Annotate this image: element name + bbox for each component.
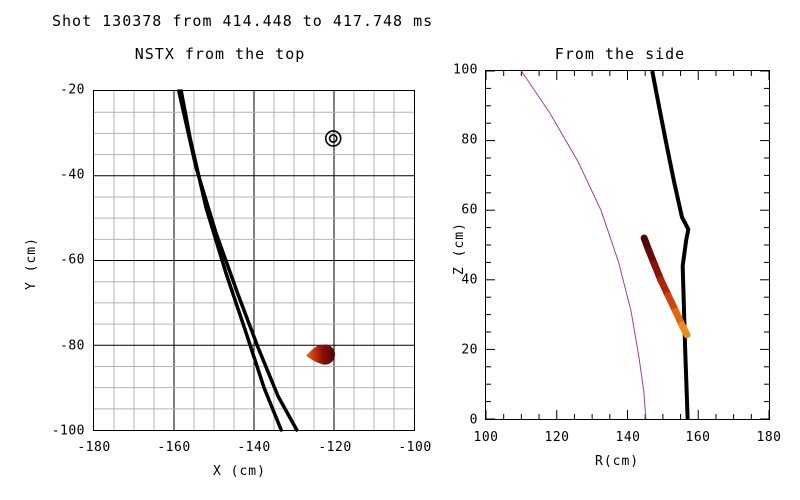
side-view-xtick-3: 160 xyxy=(685,430,711,445)
top-view-ytick-0: -20 xyxy=(60,82,85,98)
side-view-xlabel: R(cm) xyxy=(595,454,640,469)
side-view-data-layer xyxy=(520,70,691,420)
top-view-plot-area xyxy=(93,89,415,432)
side-view-ylabel: Z (cm) xyxy=(452,222,467,275)
side-view-ytick-0: 0 xyxy=(469,412,478,428)
top-view-ytick-3: -80 xyxy=(60,338,85,354)
side-view-xtick-2: 140 xyxy=(615,430,641,445)
top-view-data-layer xyxy=(177,89,342,432)
side-view-plot-area xyxy=(485,70,770,420)
top-view-ytick-1: -40 xyxy=(60,167,85,183)
top-view-xtick-1: -160 xyxy=(157,440,191,455)
top-view-xtick-0: -180 xyxy=(77,440,111,455)
side-view-title: From the side xyxy=(554,45,686,63)
top-view-gridlines xyxy=(94,91,414,430)
side-view-ytick-80: 80 xyxy=(461,132,478,148)
top-view-ylabel: Y (cm) xyxy=(24,237,39,290)
top-view-xtick-3: -120 xyxy=(318,440,352,455)
side-view-xtick-1: 120 xyxy=(544,430,570,445)
panel-top-view: NSTX from the top -20 -40 -60 -80 -100 -… xyxy=(0,40,440,500)
side-view-ytick-40: 40 xyxy=(461,272,478,288)
side-view-ytick-60: 60 xyxy=(461,202,478,218)
side-view-xtick-0: 100 xyxy=(473,430,499,445)
figure-suptitle: Shot 130378 from 414.448 to 417.748 ms xyxy=(52,12,434,30)
side-view-tickmarks xyxy=(485,70,770,420)
panel-side-view: From the side 100 80 60 40 20 0 100 120 … xyxy=(440,40,800,500)
top-view-xlabel: X (cm) xyxy=(213,464,266,479)
top-view-ytick-2: -60 xyxy=(60,252,85,268)
side-view-ytick-100: 100 xyxy=(453,62,478,78)
side-view-xtick-4: 180 xyxy=(756,430,782,445)
top-view-title: NSTX from the top xyxy=(134,45,306,63)
top-view-xtick-2: -140 xyxy=(237,440,271,455)
top-view-ytick-4: -100 xyxy=(51,423,85,439)
top-view-xtick-4: -100 xyxy=(398,440,432,455)
side-view-ytick-20: 20 xyxy=(461,342,478,358)
